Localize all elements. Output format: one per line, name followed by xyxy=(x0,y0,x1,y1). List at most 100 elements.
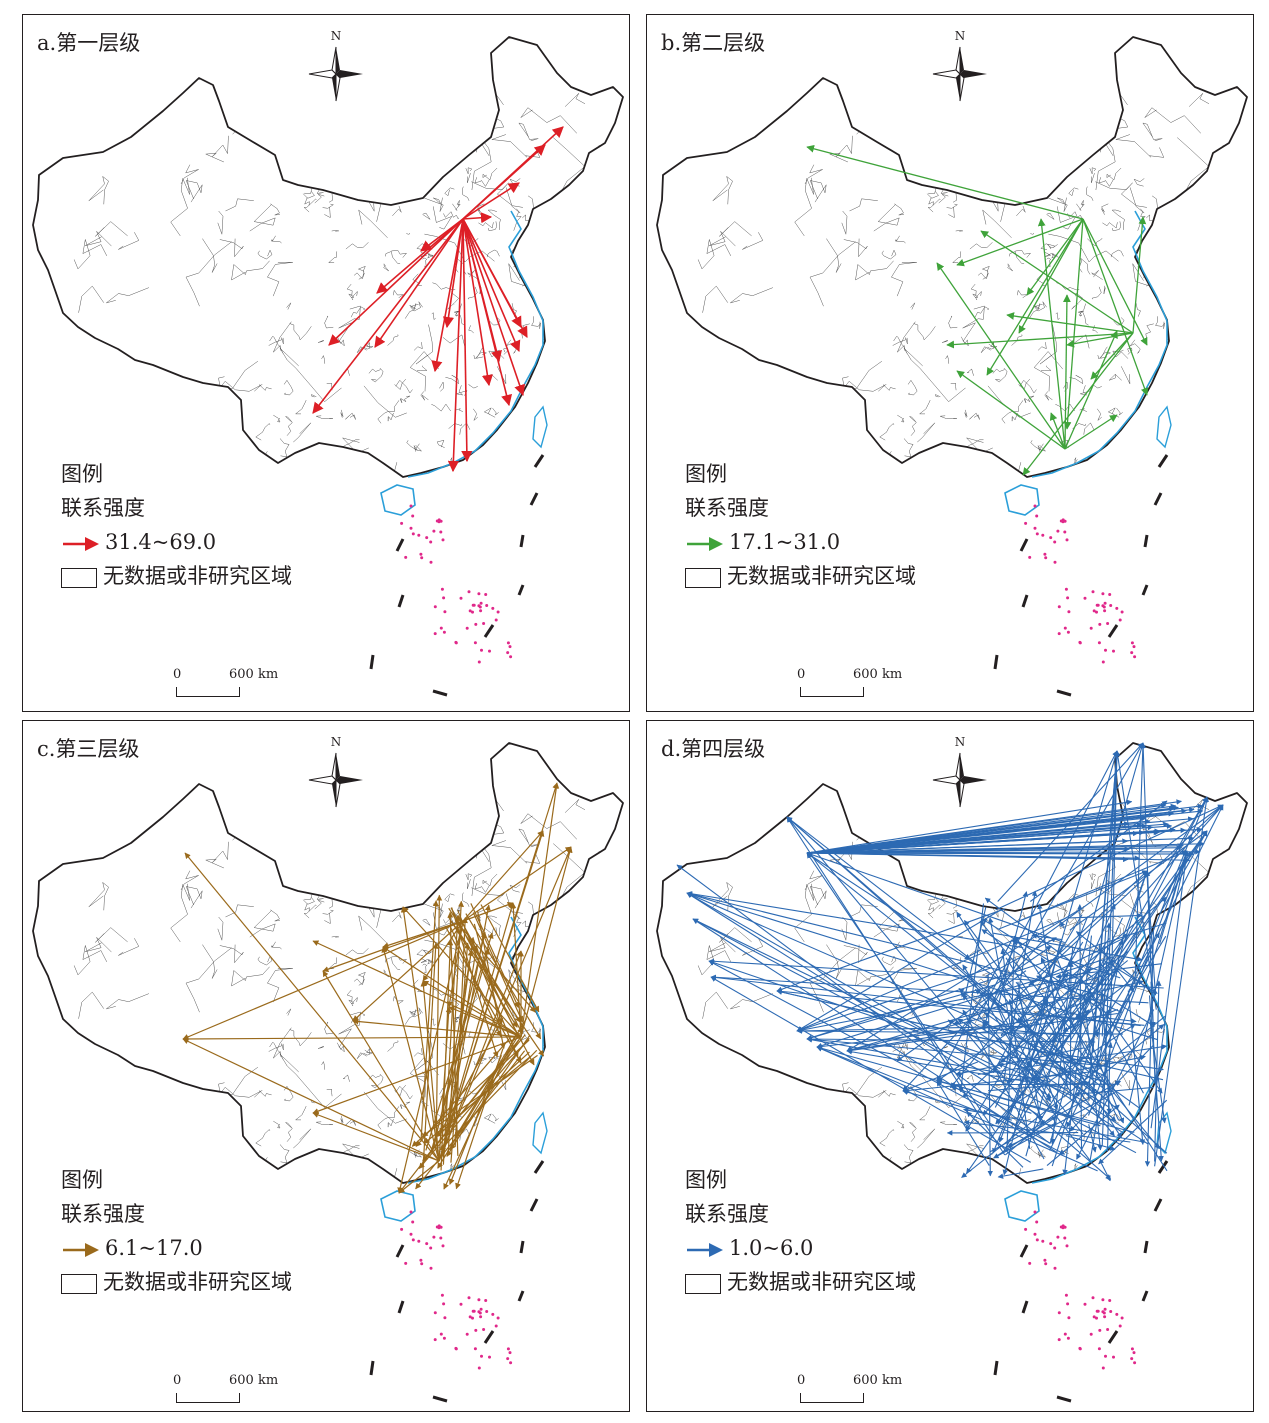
maritime-boundary-dash xyxy=(519,1240,525,1254)
flow-arrow xyxy=(400,906,440,1162)
legend-arrow-icon xyxy=(687,1242,723,1257)
flow-lines xyxy=(312,126,564,473)
flow-arrow xyxy=(1098,943,1112,1115)
legend-range: 6.1~17.0 xyxy=(105,1236,203,1260)
compass-w xyxy=(932,69,961,79)
flow-arrow xyxy=(1064,414,1118,450)
flow-arrow xyxy=(1127,990,1146,1145)
north-arrow-icon: N xyxy=(929,735,991,815)
country-border xyxy=(656,36,1248,478)
flow-arrow xyxy=(1068,961,1074,1100)
legend-strength-label: 联系强度 xyxy=(61,496,145,520)
flow-arrow xyxy=(418,1037,530,1170)
flow-arrow xyxy=(444,925,522,1064)
flow-lines xyxy=(182,782,573,1194)
nodata-swatch xyxy=(685,1273,721,1294)
flow-arrow xyxy=(796,910,1000,1032)
maritime-boundary-dash xyxy=(1021,594,1029,608)
scale-bar: 0 600 km xyxy=(797,1373,917,1413)
flow-arrow xyxy=(1049,412,1066,450)
maritime-boundary-dash xyxy=(1143,534,1149,548)
flow-arrow xyxy=(480,904,540,1013)
flow-arrow xyxy=(1066,332,1134,348)
maritime-boundary-dash xyxy=(533,1160,545,1174)
maritime-boundary-dash xyxy=(519,534,525,548)
flow-arrow xyxy=(1069,830,1208,1042)
flow-arrow xyxy=(440,939,454,1171)
flow-arrow xyxy=(462,218,493,387)
flow-arrow xyxy=(312,1112,440,1162)
flow-arrow xyxy=(956,911,1082,1109)
compass-e xyxy=(336,70,363,78)
flow-arrow xyxy=(997,1168,1044,1179)
china-map-c xyxy=(32,742,624,1403)
flow-arrow xyxy=(710,974,1149,1004)
china-map-b xyxy=(656,36,1248,697)
flow-arrow xyxy=(455,1048,504,1190)
flow-arrow xyxy=(462,144,546,220)
maritime-boundary-dash xyxy=(395,1244,405,1258)
flow-arrow xyxy=(806,852,1065,944)
flow-arrow xyxy=(442,914,461,1165)
island-dots xyxy=(1024,1210,1137,1370)
maritime-boundary-dash xyxy=(369,654,375,670)
flow-arrow xyxy=(1017,993,1059,1111)
flow-arrow xyxy=(398,1160,440,1194)
flow-arrow xyxy=(1090,332,1134,380)
map-panel-c: c.第三层级 N 图例 联系强度 6.1~17.0 无数据或非研究区域 0 600… xyxy=(22,720,630,1412)
compass-e xyxy=(336,776,363,784)
flow-arrow xyxy=(686,891,1024,949)
flow-arrow xyxy=(806,144,1084,220)
flow-arrow xyxy=(462,212,493,224)
flow-arrow xyxy=(992,943,1065,1074)
china-map-a xyxy=(32,36,624,697)
flow-arrow xyxy=(1049,947,1074,1145)
north-arrow-icon: N xyxy=(305,29,367,109)
maritime-boundary-dash xyxy=(1153,1198,1163,1212)
flow-arrow xyxy=(980,230,1134,334)
flow-arrow xyxy=(964,948,982,960)
flow-arrow xyxy=(949,1081,1119,1088)
flow-arrow xyxy=(1089,991,1144,1094)
flow-arrow xyxy=(786,816,983,969)
maritime-boundary-dash xyxy=(1157,1160,1169,1174)
flow-arrow xyxy=(402,906,522,1038)
flow-arrow xyxy=(708,958,1164,989)
flow-arrow xyxy=(686,891,1104,997)
panel-title: a.第一层级 xyxy=(37,31,141,55)
flow-arrow xyxy=(462,846,572,922)
flow-arrow xyxy=(1065,1135,1116,1151)
flow-arrow xyxy=(1134,742,1146,983)
coastline xyxy=(407,210,544,478)
flow-arrow xyxy=(1037,218,1066,450)
flow-arrow xyxy=(182,920,464,1040)
legend-title: 图例 xyxy=(61,1168,103,1192)
flow-arrow xyxy=(520,782,560,1038)
flow-arrow xyxy=(947,1019,1125,1134)
flow-arrow xyxy=(447,218,464,473)
flow-arrow xyxy=(448,907,521,1023)
flow-arrow xyxy=(1064,330,1118,450)
flow-arrow xyxy=(1084,1007,1103,1151)
flow-arrow xyxy=(963,920,1063,1057)
flow-arrow xyxy=(381,946,440,1162)
legend: 图例 联系强度 31.4~69.0 无数据或非研究区域 xyxy=(61,457,292,593)
flow-arrow xyxy=(328,218,464,346)
maritime-boundary-dash xyxy=(533,454,545,468)
legend-range: 31.4~69.0 xyxy=(105,530,217,554)
flow-arrow xyxy=(977,750,1118,1019)
flow-arrow xyxy=(462,218,526,397)
taiwan-island xyxy=(532,405,548,449)
flow-arrow xyxy=(710,976,1031,1163)
flow-arrow xyxy=(431,218,464,373)
scale-bar: 0 600 km xyxy=(173,1373,293,1413)
flow-arrow xyxy=(465,913,542,1040)
flow-arrow xyxy=(374,218,464,348)
legend-arrow-icon xyxy=(63,536,99,551)
hainan-island xyxy=(380,1190,416,1222)
panel-title: b.第二层级 xyxy=(661,31,766,55)
flow-arrow xyxy=(462,218,528,338)
maritime-boundary-dash xyxy=(432,1395,448,1403)
nodata-swatch xyxy=(61,1273,97,1294)
flow-arrow xyxy=(997,742,1144,902)
